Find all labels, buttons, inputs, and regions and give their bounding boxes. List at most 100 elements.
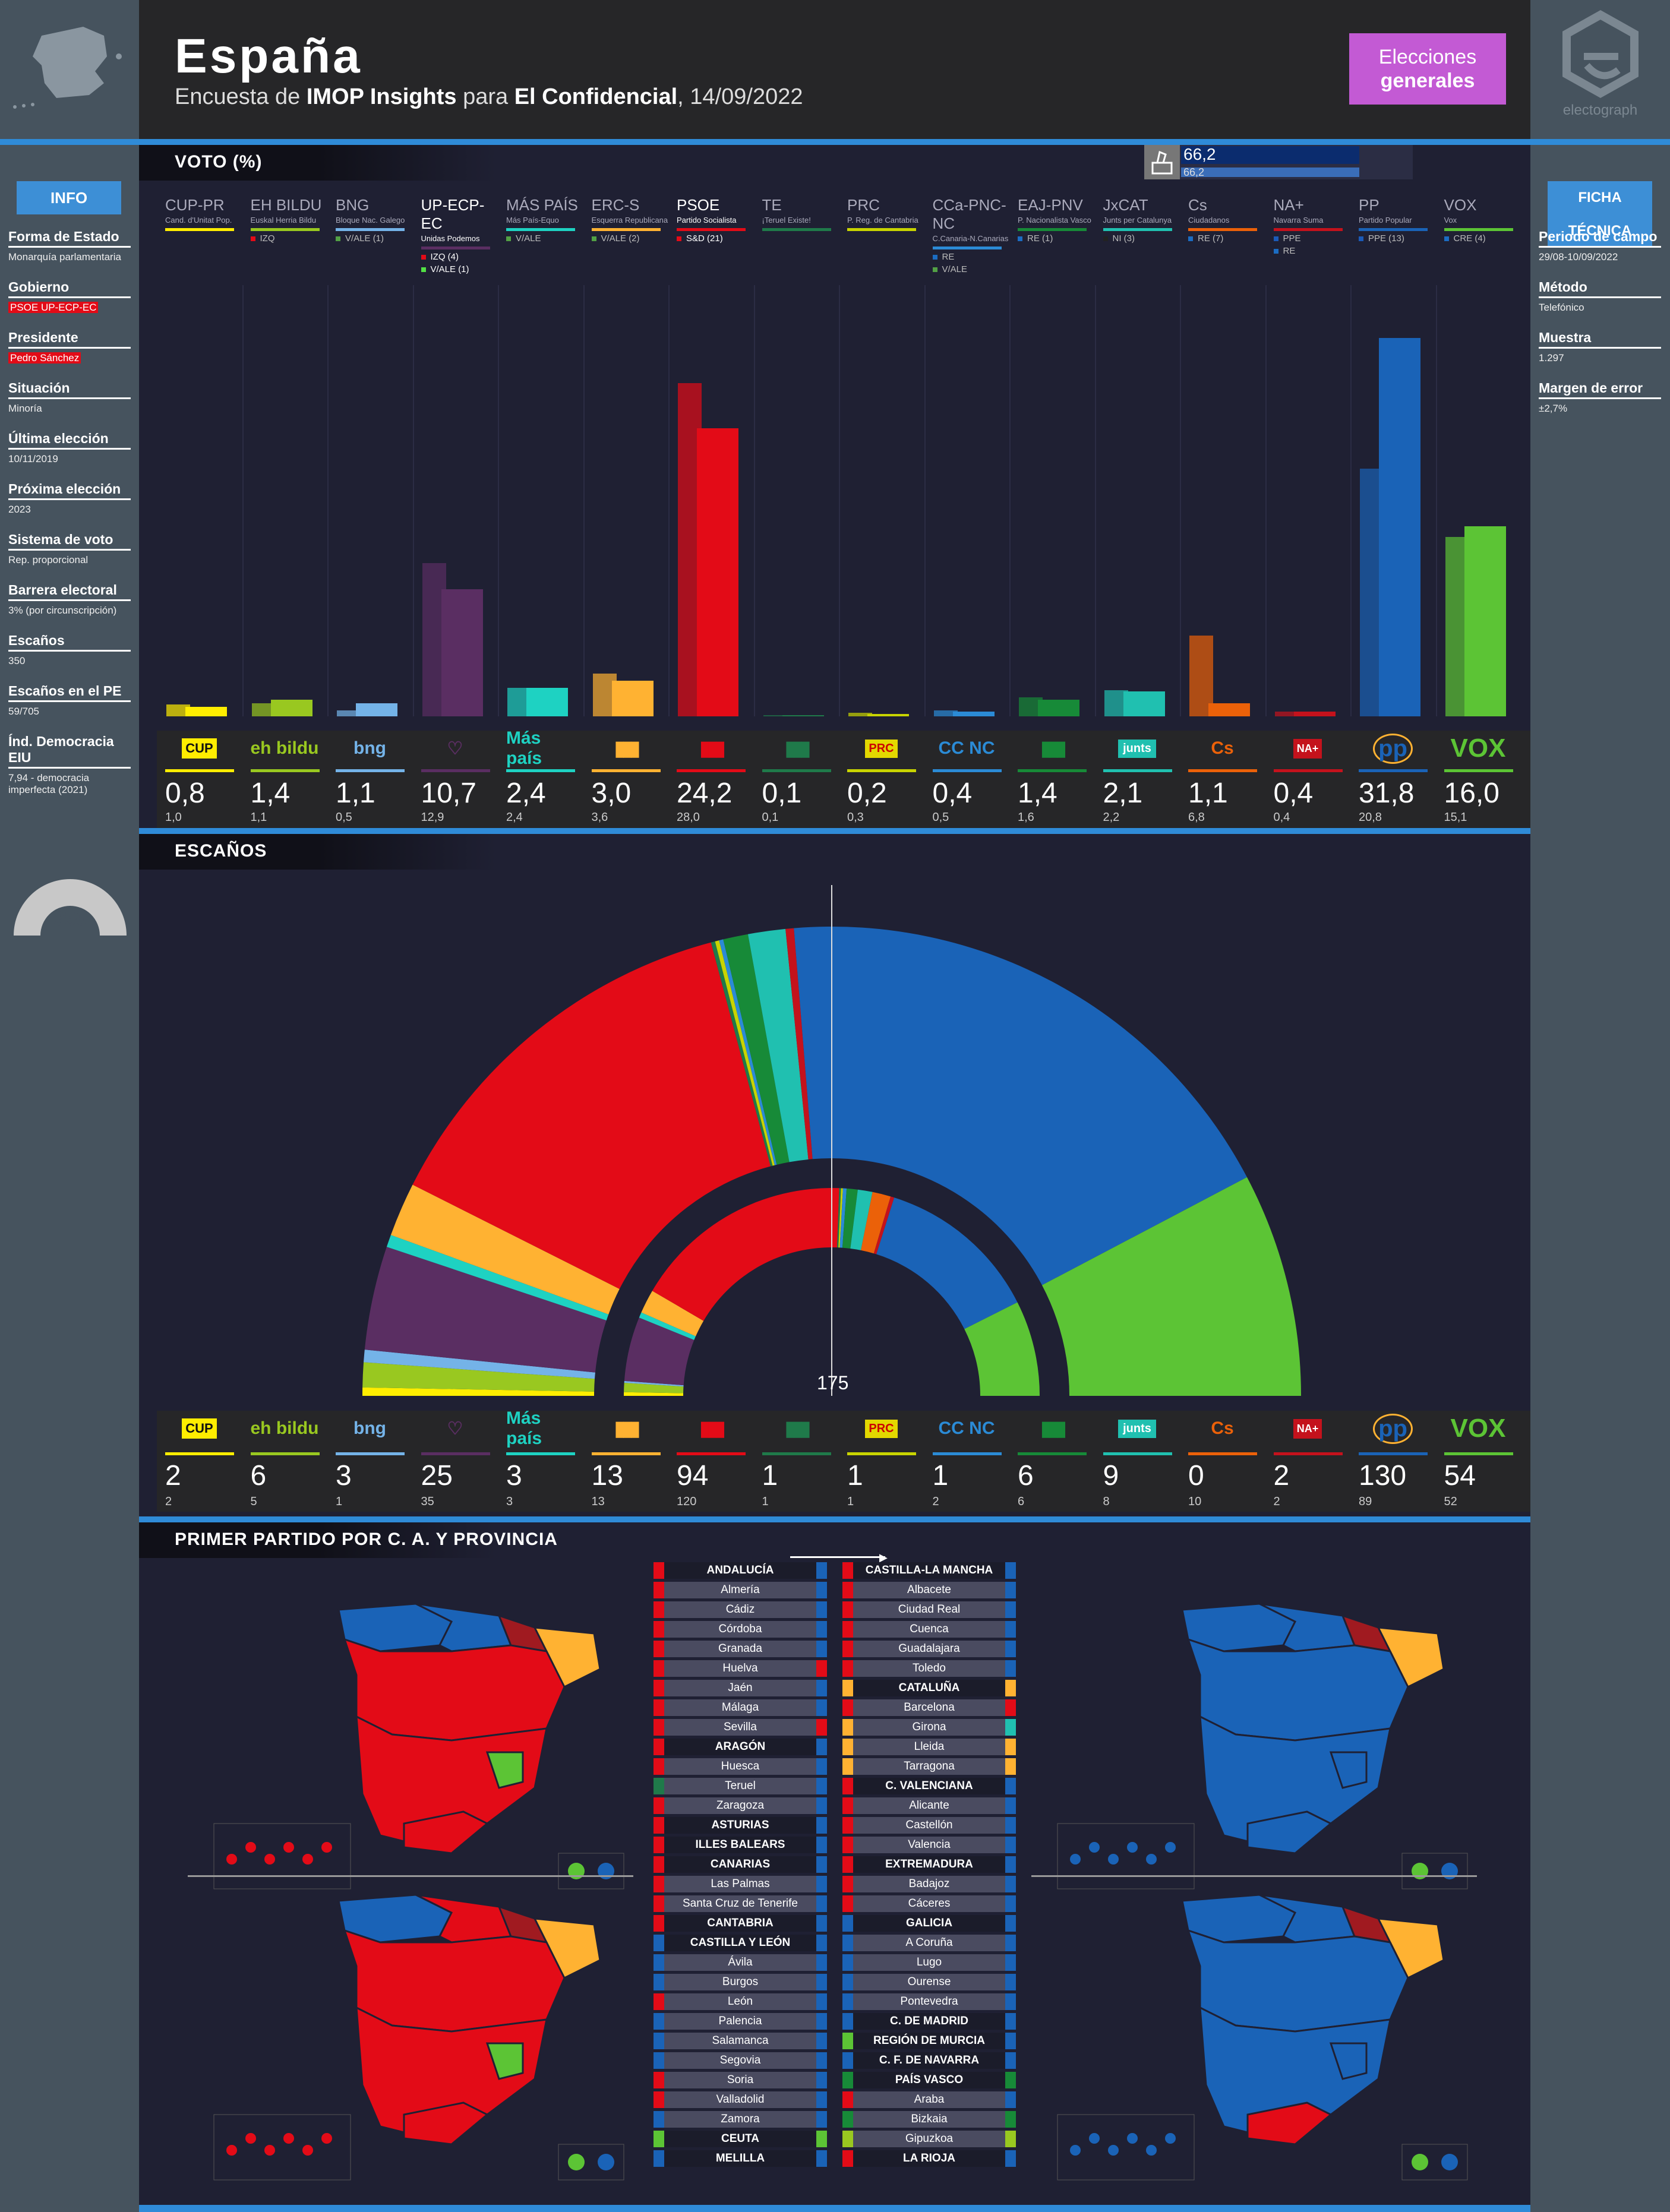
- seat-arc-segment: [964, 1302, 1040, 1396]
- party-color-line: [165, 1452, 234, 1455]
- info-label: Escaños: [8, 633, 131, 652]
- province-row: Segovia: [654, 2052, 827, 2069]
- province-row: CATALUÑA: [842, 1680, 1016, 1696]
- party-name: VOX: [1444, 196, 1477, 214]
- party-logo-icon: ▮▮▮: [1040, 1417, 1066, 1440]
- party-color-line: [1359, 1452, 1428, 1455]
- party-column: PRC P. Reg. de Cantabria: [847, 196, 932, 231]
- seat-value: 0: [1188, 1460, 1204, 1491]
- column-divider: [1435, 285, 1437, 716]
- province-row: Zaragoza: [654, 1797, 827, 1814]
- vote-result-cell: ▮▮▮ 1,4 1,6: [1018, 731, 1095, 828]
- party-color-line: [250, 769, 320, 772]
- info-label: Índ. Democracia EIU: [8, 734, 131, 769]
- winner-color: [816, 1778, 827, 1794]
- seat-result-cell: bng 3 1: [336, 1411, 413, 1512]
- vote-previous-value: 1,0: [165, 811, 182, 824]
- media-name: El Confidencial: [514, 84, 678, 109]
- info-label: Forma de Estado: [8, 229, 131, 248]
- seat-arc-segment: [652, 1188, 839, 1321]
- province-name: Huelva: [722, 1662, 758, 1674]
- info-value: ±2,7%: [1539, 403, 1568, 414]
- province-name: PAÍS VASCO: [895, 2074, 964, 2086]
- party-color-line: [1444, 1452, 1513, 1455]
- info-label: Presidente: [8, 330, 131, 349]
- province-row: Santa Cruz de Tenerife: [654, 1895, 827, 1912]
- seat-arc-segment: [719, 939, 777, 1165]
- province-row: Teruel: [654, 1778, 827, 1794]
- party-color-line: [336, 228, 405, 231]
- province-name: Ávila: [728, 1956, 753, 1968]
- ficha-tecnica-button[interactable]: FICHA TÉCNICA: [1548, 181, 1652, 248]
- party-full-name: P. Nacionalista Vasco: [1018, 216, 1091, 225]
- winner-color: [1005, 1837, 1016, 1853]
- party-logo-icon: bng: [353, 738, 386, 758]
- seat-result-cell: pp 130 89: [1359, 1411, 1436, 1512]
- bar-current: [1123, 691, 1165, 716]
- island-shape: [1165, 2133, 1176, 2144]
- info-value: Pedro Sánchez: [8, 352, 131, 364]
- province-name: Cuenca: [910, 1623, 949, 1635]
- bar-current: [1208, 703, 1250, 716]
- winner-color: [842, 1778, 853, 1794]
- winner-color: [842, 1758, 853, 1775]
- province-row: CASTILLA Y LEÓN: [654, 1935, 827, 1951]
- alliance-label: V/ALE (1): [336, 233, 420, 244]
- party-color-line: [421, 1452, 490, 1455]
- province-row: Soria: [654, 2072, 827, 2088]
- info-item: Situación Minoría: [8, 380, 131, 415]
- party-logo-icon: junts: [1103, 1411, 1172, 1446]
- party-color-line: [1018, 1452, 1087, 1455]
- province-row: Gipuzkoa: [842, 2131, 1016, 2147]
- vote-value: 1,4: [250, 778, 291, 809]
- winner-color: [816, 1954, 827, 1971]
- province-name: Guadalajara: [898, 1642, 960, 1655]
- info-value: 7,94 - democracia imperfecta (2021): [8, 772, 90, 795]
- island-shape: [226, 1854, 237, 1865]
- island-shape: [264, 1854, 275, 1865]
- island-shape: [1070, 2145, 1081, 2156]
- party-color-line: [847, 228, 916, 231]
- majority-label: 175: [817, 1372, 849, 1393]
- seat-value: 54: [1444, 1460, 1476, 1491]
- party-logo-icon: CUP: [165, 1411, 233, 1446]
- winner-color: [1005, 1778, 1016, 1794]
- island-shape: [1127, 1842, 1138, 1853]
- party-color-line: [932, 769, 1002, 772]
- province-row: Zamora: [654, 2111, 827, 2128]
- seat-arc-segment: [794, 927, 1248, 1285]
- winner-color: [842, 1817, 853, 1834]
- province-name: Almería: [721, 1584, 760, 1596]
- seat-result-cell: junts 9 8: [1103, 1411, 1180, 1512]
- party-color-line: [250, 228, 320, 231]
- party-column: VOX Vox CRE (4): [1444, 196, 1529, 244]
- region-shape: [403, 2102, 489, 2145]
- seat-result-cell: CC NC 1 2: [932, 1411, 1010, 1512]
- vote-previous-value: 15,1: [1444, 811, 1467, 824]
- winner-color: [1005, 1739, 1016, 1755]
- party-color-line: [1103, 1452, 1172, 1455]
- province-row: Ciudad Real: [842, 1601, 1016, 1618]
- seat-result-cell: ▮▮▮ 1 1: [762, 1411, 839, 1512]
- province-row: Girona: [842, 1719, 1016, 1736]
- vote-value: 0,4: [1273, 778, 1314, 809]
- winner-color: [1005, 2072, 1016, 2088]
- winner-color: [842, 1915, 853, 1932]
- seat-value: 1: [847, 1460, 863, 1491]
- party-color-line: [677, 228, 746, 231]
- bar-previous: [251, 703, 276, 716]
- party-color-line: [506, 1452, 575, 1455]
- winner-color: [1005, 1601, 1016, 1618]
- party-color-line: [932, 1452, 1002, 1455]
- province-name: Málaga: [721, 1701, 759, 1714]
- winner-color: [1005, 2091, 1016, 2108]
- winner-color: [816, 1974, 827, 1990]
- winner-color: [654, 1699, 664, 1716]
- info-button[interactable]: INFO: [17, 181, 121, 214]
- region-shape: [1377, 1626, 1445, 1689]
- winner-color: [654, 1778, 664, 1794]
- province-name: León: [727, 1995, 753, 2008]
- island-shape: [1108, 1854, 1119, 1865]
- seat-previous-value: 1: [847, 1495, 854, 1508]
- party-column: JxCAT Junts per Catalunya NI (3): [1103, 196, 1188, 244]
